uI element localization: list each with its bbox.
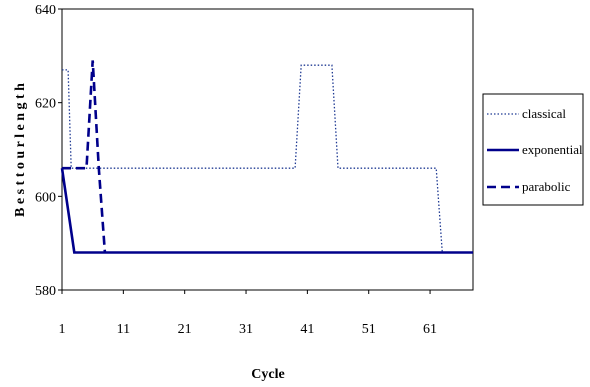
x-tick-label: 21 <box>178 322 192 337</box>
x-tick-label: 31 <box>239 322 253 337</box>
x-tick-label: 1 <box>59 322 66 337</box>
y-tick-label: 600 <box>35 190 56 205</box>
x-axis: 1 11 21 31 41 51 61 <box>59 290 437 337</box>
y-tick-label: 620 <box>35 97 56 112</box>
legend: classical exponential parabolic <box>482 93 584 206</box>
y-tick-label: 640 <box>35 3 56 18</box>
x-tick-label: 51 <box>362 322 376 337</box>
x-tick-label: 41 <box>300 322 314 337</box>
legend-label-exponential: exponential <box>522 142 583 157</box>
legend-label-classical: classical <box>522 106 566 121</box>
plot-area-frame <box>61 8 474 291</box>
y-axis-title: B e s t t o u r l e n g t h <box>13 83 28 217</box>
series-line-parabolic <box>62 60 107 253</box>
plot-lines <box>60 60 473 254</box>
x-tick-label: 11 <box>117 322 130 337</box>
x-axis-title: Cycle <box>251 367 284 382</box>
y-tick-label: 580 <box>35 284 56 299</box>
y-axis: 580 600 620 640 <box>35 3 62 299</box>
series-line-exponential <box>60 168 473 254</box>
legend-label-parabolic: parabolic <box>522 179 571 194</box>
x-tick-label: 61 <box>423 322 437 337</box>
